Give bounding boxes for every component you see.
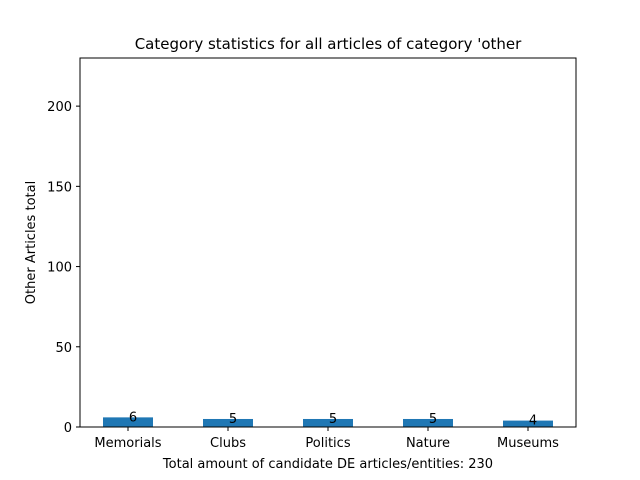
data-label-clubs: 5 [229,412,237,427]
x-tick-label-museums: Museums [497,436,559,451]
bar-politics [303,418,353,427]
bars-group: 6 5 5 5 4 [103,410,553,429]
x-tick-label-politics: Politics [305,436,350,451]
x-tick-label-clubs: Clubs [210,436,246,451]
y-tick-label: 100 [47,261,72,276]
y-axis-label: Other Articles total [24,181,39,304]
y-tick-label: 0 [64,421,72,436]
bar-museums [503,420,553,427]
data-label-museums: 4 [529,414,537,429]
bar-clubs [203,418,253,427]
y-tick-label: 50 [55,341,72,356]
plot-frame [79,57,577,428]
x-tick-label-memorials: Memorials [94,436,161,451]
bar-nature [403,418,453,427]
data-label-politics: 5 [329,412,337,427]
y-tick-label: 200 [47,100,72,115]
bar-memorials [103,417,153,427]
y-tick-label: 150 [47,180,72,195]
x-tick-label-nature: Nature [406,436,450,451]
data-label-nature: 5 [429,412,437,427]
data-label-memorials: 6 [129,410,137,425]
y-axis: 0 50 100 150 200 [47,100,80,436]
x-axis-label: Total amount of candidate DE articles/en… [162,457,493,472]
chart-title: Category statistics for all articles of … [135,35,522,53]
x-axis: Memorials Clubs Politics Nature Museums [94,427,559,451]
